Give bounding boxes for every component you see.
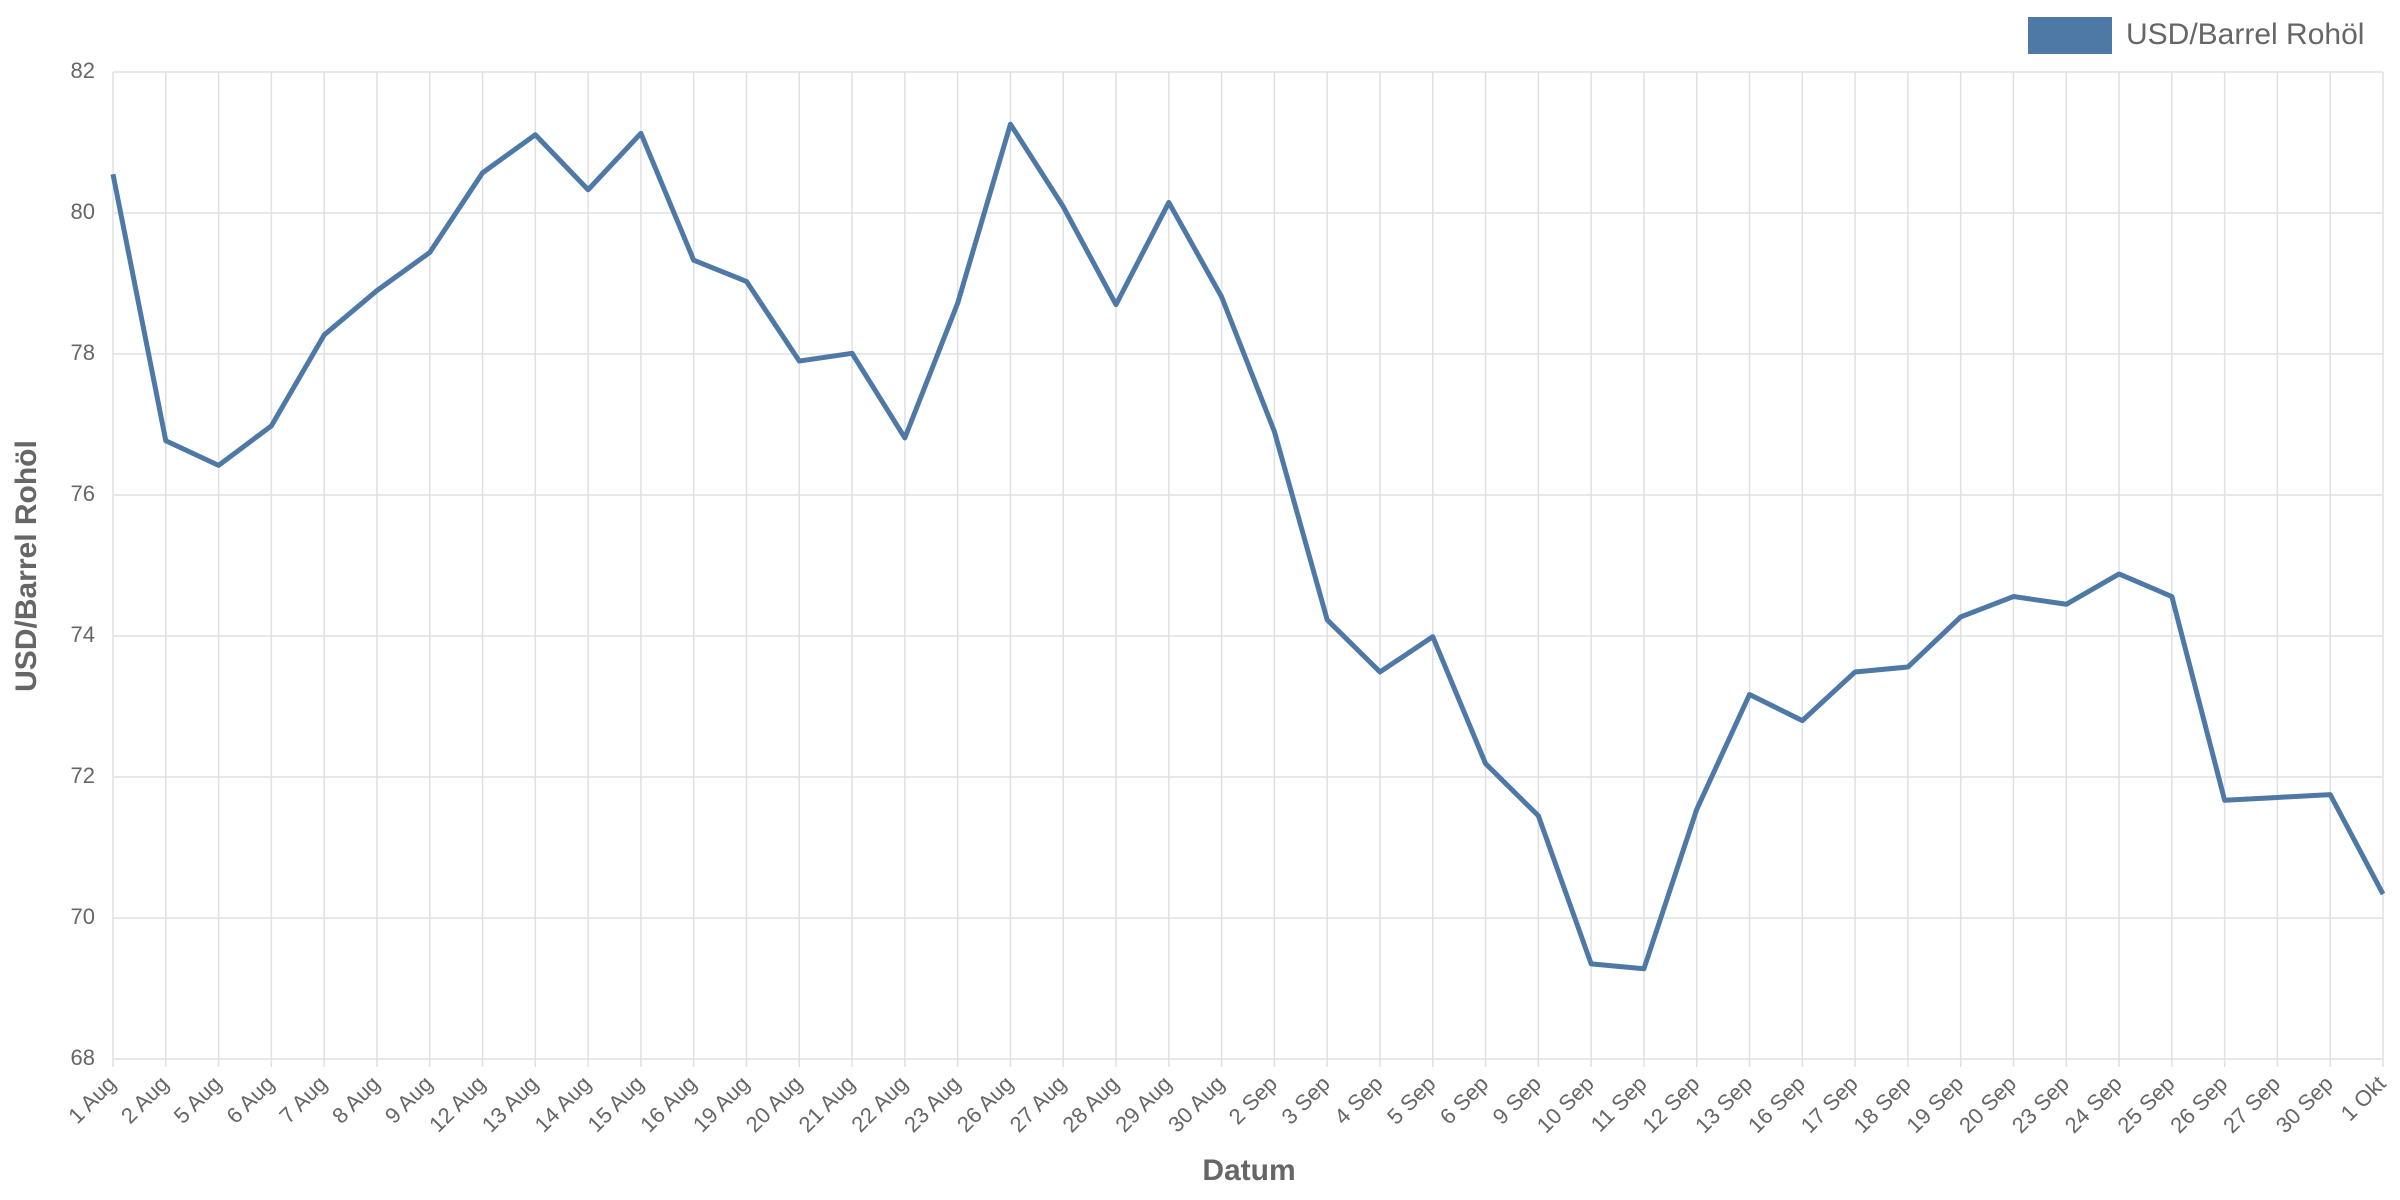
- x-tick-label: 12 Aug: [424, 1071, 490, 1137]
- y-axis-title: USD/Barrel Rohöl: [10, 440, 43, 692]
- x-tick-label: 1 Okt: [2336, 1071, 2391, 1126]
- x-tick-label: 6 Aug: [222, 1071, 279, 1128]
- y-tick-label: 72: [71, 763, 95, 788]
- x-tick-label: 28 Aug: [1058, 1071, 1124, 1137]
- x-tick-label: 29 Aug: [1110, 1071, 1176, 1137]
- x-tick-label: 16 Aug: [635, 1071, 701, 1137]
- x-tick-label: 20 Aug: [741, 1071, 807, 1137]
- x-tick-label: 13 Aug: [477, 1071, 543, 1137]
- x-tick-label: 23 Aug: [899, 1071, 965, 1137]
- y-tick-label: 70: [71, 904, 95, 929]
- y-tick-label: 74: [71, 622, 95, 647]
- y-tick-label: 68: [71, 1045, 95, 1070]
- x-tick-label: 1 Aug: [63, 1071, 120, 1128]
- line: [110, 121, 2386, 972]
- x-tick-label: 7 Aug: [274, 1071, 331, 1128]
- x-tick-label: 15 Aug: [582, 1071, 648, 1137]
- y-tick-label: 80: [71, 199, 95, 224]
- y-tick-label: 82: [71, 58, 95, 83]
- x-tick-label: 4 Sep: [1329, 1071, 1387, 1129]
- x-tick-label: 18 Sep: [1849, 1071, 1916, 1138]
- x-tick-label: 5 Aug: [169, 1071, 226, 1128]
- x-tick-label: 16 Sep: [1743, 1071, 1810, 1138]
- y-tick-label: 76: [71, 481, 95, 506]
- x-axis-title: Datum: [1202, 1154, 1295, 1187]
- x-tick-label: 21 Aug: [794, 1071, 860, 1137]
- x-tick-label: 30 Aug: [1163, 1071, 1229, 1137]
- x-tick-label: 30 Sep: [2271, 1071, 2338, 1138]
- x-tick-label: 22 Aug: [846, 1071, 912, 1137]
- x-tick-label: 27 Aug: [1005, 1071, 1071, 1137]
- legend-swatch: [2028, 17, 2112, 54]
- x-tick-label: 12 Sep: [1637, 1071, 1704, 1138]
- x-tick-label: 14 Aug: [530, 1071, 596, 1137]
- x-tick-label: 13 Sep: [1690, 1071, 1757, 1138]
- legend-label: USD/Barrel Rohöl: [2126, 18, 2364, 51]
- x-tick-label: 19 Aug: [688, 1071, 754, 1137]
- x-tick-label: 2 Aug: [116, 1071, 173, 1128]
- x-tick-label: 10 Sep: [1532, 1071, 1599, 1138]
- x-tick-label: 19 Sep: [1901, 1071, 1968, 1138]
- x-tick-label: 5 Sep: [1382, 1071, 1440, 1129]
- x-tick-label: 17 Sep: [1796, 1071, 1863, 1138]
- y-tick-label: 78: [71, 340, 95, 365]
- x-tick-label: 8 Aug: [327, 1071, 384, 1128]
- x-tick-label: 25 Sep: [2112, 1071, 2179, 1138]
- x-tick-label: 26 Sep: [2165, 1071, 2232, 1138]
- x-tick-label: 24 Sep: [2060, 1071, 2127, 1138]
- x-tick-label: 6 Sep: [1435, 1071, 1493, 1129]
- x-tick-label: 27 Sep: [2218, 1071, 2285, 1138]
- x-tick-label: 11 Sep: [1586, 1071, 1652, 1137]
- x-tick-label: 3 Sep: [1276, 1071, 1334, 1129]
- x-tick-label: 20 Sep: [1954, 1071, 2021, 1138]
- x-tick-label: 23 Sep: [2007, 1071, 2074, 1138]
- x-tick-label: 2 Sep: [1224, 1071, 1282, 1129]
- x-tick-label: 26 Aug: [952, 1071, 1018, 1137]
